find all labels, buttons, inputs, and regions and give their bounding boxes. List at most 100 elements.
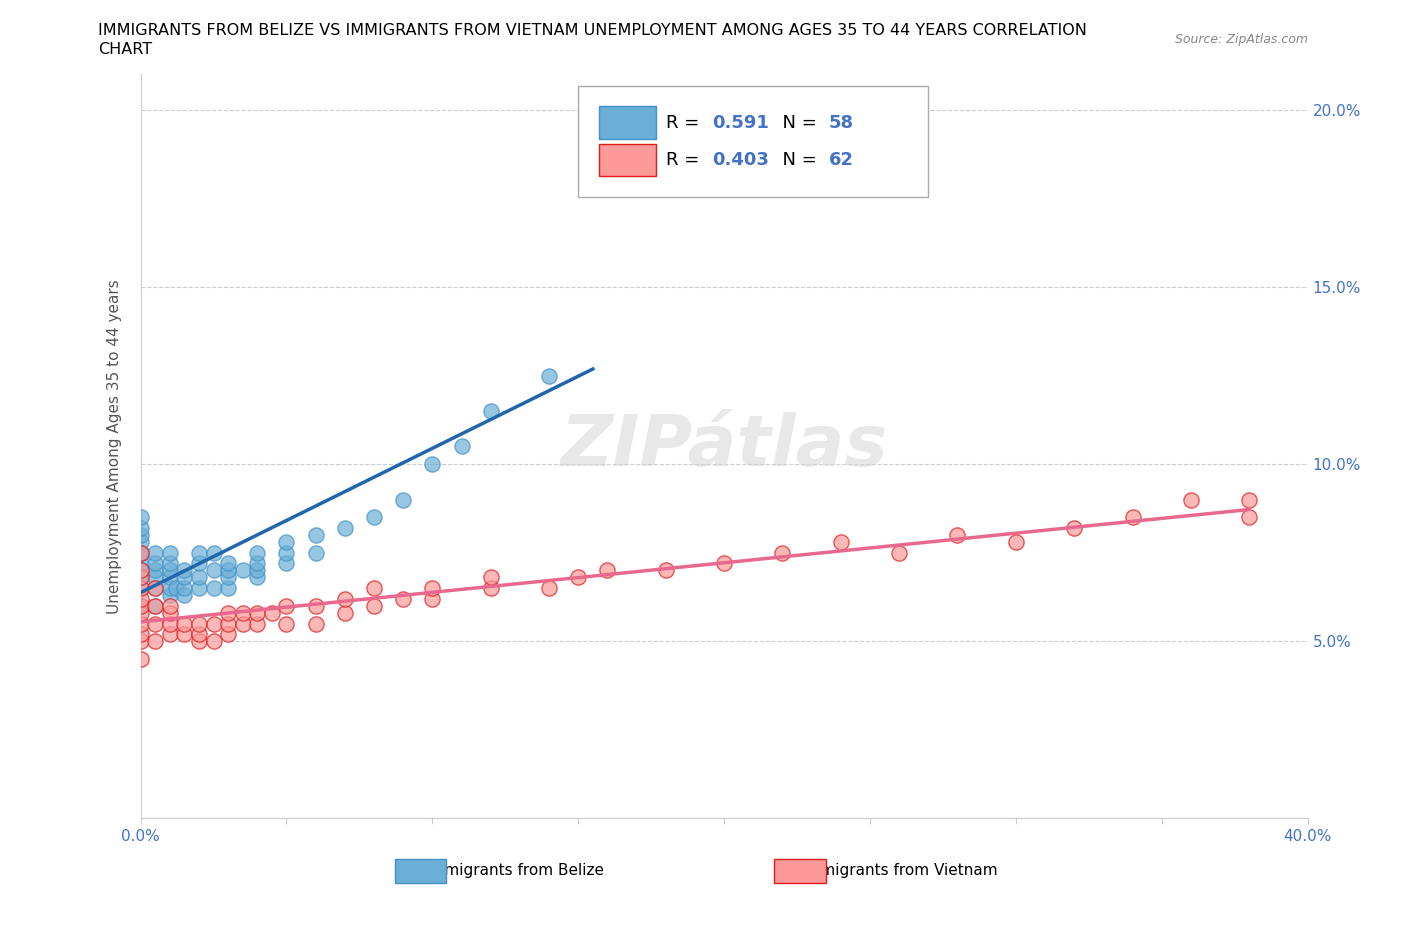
Text: Immigrants from Belize: Immigrants from Belize — [425, 863, 603, 878]
Immigrants from Belize — [202, 563, 225, 578]
Immigrants from Belize — [246, 545, 269, 560]
Immigrants from Belize — [276, 545, 298, 560]
Immigrants from Belize — [217, 563, 239, 578]
Immigrants from Vietnam — [129, 545, 152, 560]
Immigrants from Belize — [129, 563, 152, 578]
Immigrants from Belize — [173, 580, 195, 595]
Immigrants from Vietnam — [305, 598, 328, 613]
Immigrants from Vietnam — [217, 627, 239, 642]
Immigrants from Vietnam — [567, 570, 589, 585]
Immigrants from Belize — [188, 545, 211, 560]
Immigrants from Vietnam — [129, 605, 152, 620]
Immigrants from Belize — [232, 563, 254, 578]
Immigrants from Belize — [129, 545, 152, 560]
Immigrants from Vietnam — [333, 591, 356, 606]
Immigrants from Belize — [129, 545, 152, 560]
Immigrants from Belize — [129, 521, 152, 536]
Immigrants from Vietnam — [129, 652, 152, 667]
Immigrants from Vietnam — [173, 616, 195, 631]
Immigrants from Vietnam — [305, 616, 328, 631]
Immigrants from Vietnam — [188, 634, 211, 649]
FancyBboxPatch shape — [599, 143, 657, 177]
Immigrants from Belize — [217, 570, 239, 585]
Immigrants from Vietnam — [363, 598, 385, 613]
Immigrants from Vietnam — [232, 616, 254, 631]
FancyBboxPatch shape — [599, 106, 657, 140]
Immigrants from Belize — [165, 580, 187, 595]
Immigrants from Belize — [173, 570, 195, 585]
Immigrants from Vietnam — [129, 634, 152, 649]
Immigrants from Vietnam — [538, 580, 561, 595]
Immigrants from Belize — [202, 545, 225, 560]
Text: N =: N = — [770, 113, 823, 132]
Immigrants from Vietnam — [946, 527, 969, 542]
Immigrants from Belize — [246, 570, 269, 585]
Immigrants from Belize — [188, 580, 211, 595]
Text: 62: 62 — [830, 151, 853, 169]
Immigrants from Vietnam — [217, 605, 239, 620]
Immigrants from Vietnam — [1063, 521, 1085, 536]
Y-axis label: Unemployment Among Ages 35 to 44 years: Unemployment Among Ages 35 to 44 years — [107, 279, 122, 614]
Immigrants from Belize — [143, 580, 166, 595]
Immigrants from Vietnam — [143, 580, 166, 595]
Immigrants from Belize — [143, 545, 166, 560]
Immigrants from Vietnam — [889, 545, 911, 560]
Immigrants from Belize — [173, 563, 195, 578]
Immigrants from Belize — [276, 556, 298, 571]
Immigrants from Vietnam — [1239, 510, 1261, 525]
Immigrants from Belize — [422, 457, 444, 472]
Immigrants from Vietnam — [159, 616, 181, 631]
Immigrants from Vietnam — [1239, 492, 1261, 507]
Immigrants from Vietnam — [202, 616, 225, 631]
Immigrants from Belize — [538, 368, 561, 383]
Immigrants from Belize — [217, 580, 239, 595]
Immigrants from Belize — [246, 556, 269, 571]
Immigrants from Vietnam — [276, 598, 298, 613]
Immigrants from Belize — [392, 492, 415, 507]
Immigrants from Vietnam — [129, 616, 152, 631]
Immigrants from Vietnam — [129, 580, 152, 595]
Immigrants from Vietnam — [276, 616, 298, 631]
Immigrants from Vietnam — [159, 605, 181, 620]
Immigrants from Vietnam — [596, 563, 619, 578]
Immigrants from Belize — [450, 439, 472, 454]
Immigrants from Vietnam — [422, 580, 444, 595]
Text: 0.591: 0.591 — [713, 113, 769, 132]
Immigrants from Belize — [143, 570, 166, 585]
Immigrants from Vietnam — [129, 591, 152, 606]
Text: ZIPátlas: ZIPátlas — [561, 412, 887, 481]
Immigrants from Belize — [129, 556, 152, 571]
Immigrants from Vietnam — [129, 570, 152, 585]
Immigrants from Vietnam — [246, 616, 269, 631]
Immigrants from Belize — [129, 535, 152, 550]
Immigrants from Belize — [246, 563, 269, 578]
Immigrants from Vietnam — [129, 563, 152, 578]
Immigrants from Vietnam — [363, 580, 385, 595]
Immigrants from Belize — [129, 580, 152, 595]
Immigrants from Vietnam — [422, 591, 444, 606]
Immigrants from Belize — [143, 563, 166, 578]
Immigrants from Vietnam — [392, 591, 415, 606]
Text: CHART: CHART — [98, 42, 152, 57]
Immigrants from Vietnam — [260, 605, 283, 620]
Immigrants from Belize — [217, 556, 239, 571]
Immigrants from Vietnam — [772, 545, 794, 560]
Immigrants from Vietnam — [129, 598, 152, 613]
Immigrants from Belize — [479, 404, 502, 418]
Immigrants from Vietnam — [1180, 492, 1202, 507]
Immigrants from Vietnam — [188, 627, 211, 642]
Immigrants from Belize — [129, 570, 152, 585]
Immigrants from Belize — [188, 570, 211, 585]
Text: Immigrants from Vietnam: Immigrants from Vietnam — [801, 863, 997, 878]
Immigrants from Belize — [159, 580, 181, 595]
Immigrants from Vietnam — [479, 580, 502, 595]
Immigrants from Vietnam — [143, 598, 166, 613]
Immigrants from Belize — [129, 598, 152, 613]
Immigrants from Belize — [188, 556, 211, 571]
Immigrants from Belize — [159, 570, 181, 585]
Text: IMMIGRANTS FROM BELIZE VS IMMIGRANTS FROM VIETNAM UNEMPLOYMENT AMONG AGES 35 TO : IMMIGRANTS FROM BELIZE VS IMMIGRANTS FRO… — [98, 23, 1087, 38]
Text: R =: R = — [666, 151, 704, 169]
Text: Source: ZipAtlas.com: Source: ZipAtlas.com — [1174, 33, 1308, 46]
Immigrants from Vietnam — [246, 605, 269, 620]
Immigrants from Belize — [582, 173, 605, 188]
